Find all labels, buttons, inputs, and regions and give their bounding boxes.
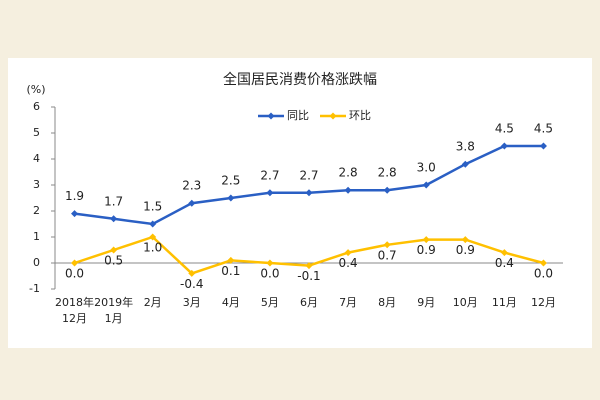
point-marker [500, 142, 508, 150]
point-marker [110, 246, 118, 254]
x-tick-label: 3月 [183, 296, 201, 309]
point-marker [266, 259, 274, 267]
value-label: 0.9 [456, 243, 475, 257]
value-label: 0.4 [339, 256, 358, 270]
point-marker [149, 233, 157, 241]
x-tick-label: 2月 [144, 296, 162, 309]
point-marker [188, 269, 196, 277]
point-marker [305, 262, 313, 270]
y-tick-label: 2 [33, 204, 40, 217]
value-label: 0.1 [221, 264, 240, 278]
point-marker [422, 236, 430, 244]
value-label: 2.8 [378, 166, 397, 180]
x-tick-label: 4月 [222, 296, 240, 309]
point-marker [266, 189, 274, 197]
value-label: 0.0 [260, 267, 279, 281]
legend-label: 环比 [349, 109, 371, 122]
value-label: 0.7 [378, 248, 397, 262]
legend-marker [329, 112, 337, 120]
point-marker [539, 259, 547, 267]
point-marker [149, 220, 157, 228]
value-label: 1.5 [143, 200, 162, 214]
y-tick-label: 5 [33, 126, 40, 139]
value-label: 2.5 [221, 174, 240, 188]
point-marker [188, 199, 196, 207]
value-label: 4.5 [534, 122, 553, 136]
point-marker [383, 241, 391, 249]
value-label: 1.0 [143, 241, 162, 255]
y-tick-label: 6 [33, 100, 40, 113]
x-tick-label: 10月 [453, 296, 478, 309]
point-marker [461, 236, 469, 244]
point-marker [539, 142, 547, 150]
value-label: 0.5 [104, 254, 123, 268]
value-label: 0.9 [417, 243, 436, 257]
panel [8, 58, 592, 348]
point-marker [71, 259, 79, 267]
point-marker [500, 249, 508, 257]
point-marker [305, 189, 313, 197]
x-tick-label: 11月 [492, 296, 517, 309]
x-tick-label: 7月 [339, 296, 357, 309]
x-tick-label: 8月 [378, 296, 396, 309]
legend-label: 同比 [287, 109, 309, 122]
x-tick-label: 2018年 12月 [55, 295, 94, 325]
value-label: 3.0 [417, 161, 436, 175]
value-label: 0.0 [65, 267, 84, 281]
point-marker [110, 215, 118, 223]
point-marker [344, 249, 352, 257]
x-tick-label: 9月 [417, 296, 435, 309]
point-marker [71, 210, 79, 218]
x-tick-label: 6月 [300, 296, 318, 309]
x-tick-label: 2019年 1月 [94, 295, 133, 325]
x-tick-label: 12月 [531, 296, 556, 309]
value-label: 0.0 [534, 267, 553, 281]
y-tick-label: -1 [29, 282, 40, 295]
point-marker [227, 194, 235, 202]
value-label: -0.4 [180, 277, 203, 291]
value-label: 4.5 [495, 122, 514, 136]
value-label: 2.7 [299, 168, 318, 182]
chart-title: 全国居民消费价格涨跌幅 [223, 71, 377, 88]
y-tick-label: 0 [33, 256, 40, 269]
value-label: 1.7 [104, 194, 123, 208]
x-tick-label: 5月 [261, 296, 279, 309]
value-label: -0.1 [297, 269, 320, 283]
value-label: 3.8 [456, 140, 475, 154]
point-marker [422, 181, 430, 189]
value-label: 1.9 [65, 189, 84, 203]
y-tick-label: 1 [33, 230, 40, 243]
point-marker [383, 186, 391, 194]
y-tick-label: 4 [33, 152, 40, 165]
y-tick-label: 3 [33, 178, 40, 191]
legend-marker [267, 112, 275, 120]
value-label: 2.8 [339, 166, 358, 180]
point-marker [461, 160, 469, 168]
value-label: 0.4 [495, 256, 514, 270]
value-label: 2.7 [260, 168, 279, 182]
point-marker [344, 186, 352, 194]
value-label: 2.3 [182, 179, 201, 193]
point-marker [227, 256, 235, 264]
y-axis-label: (%) [26, 83, 45, 96]
